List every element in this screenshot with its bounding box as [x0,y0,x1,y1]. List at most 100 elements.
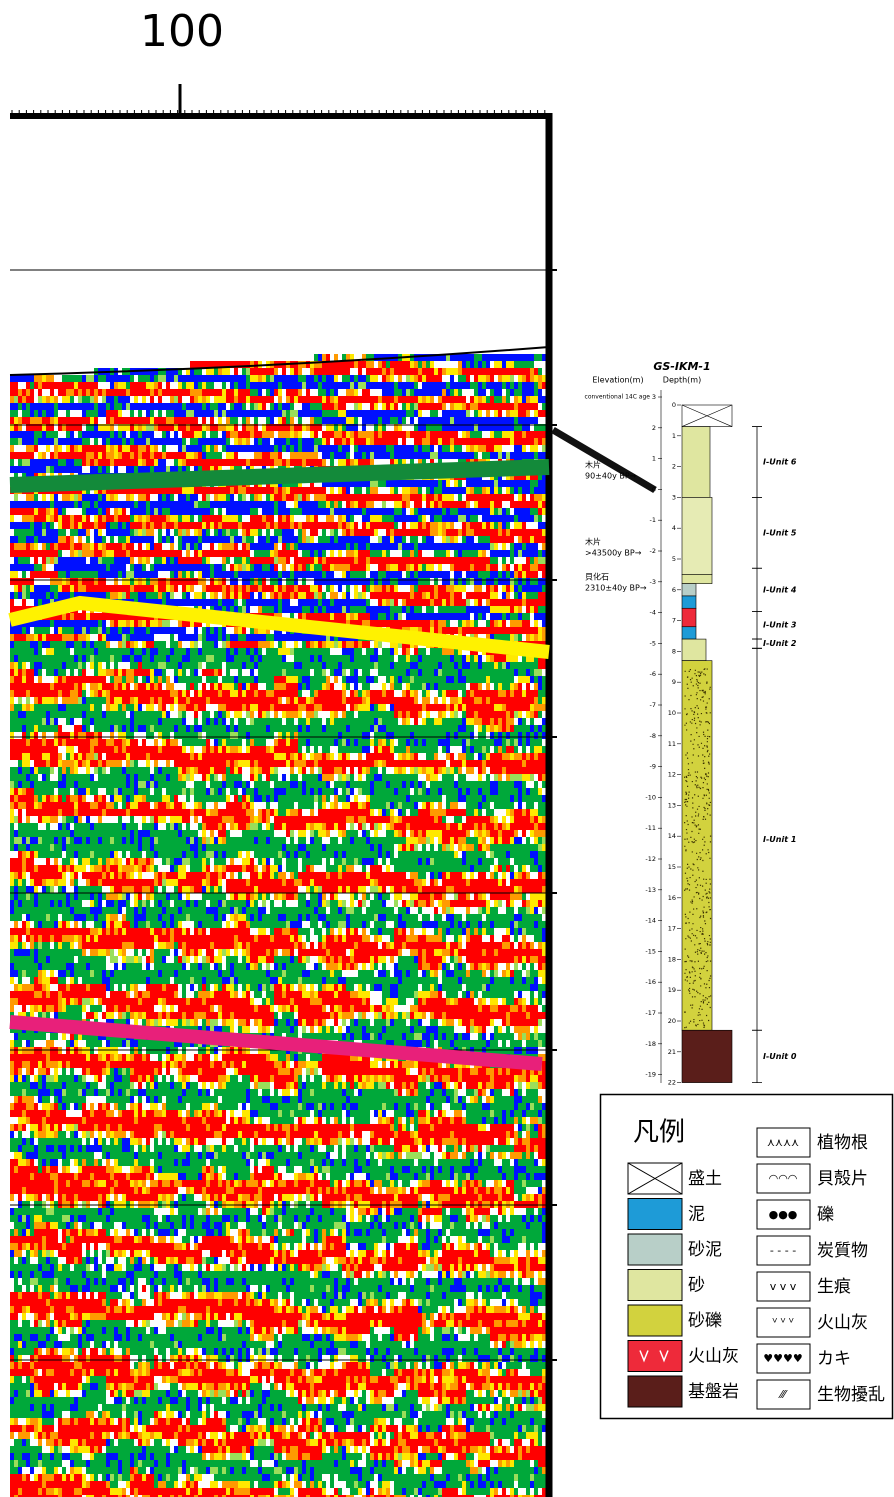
legend-label: 盛土 [688,1169,722,1189]
legend-label: 礫 [817,1205,834,1225]
elevation-tick-label: 3 [652,393,656,401]
depth-tick-label: 7 [672,617,676,625]
swatch-symbol: ⋏⋏⋏⋏ [767,1136,799,1149]
elevation-header: Elevation(m) [592,376,643,385]
legend-swatch [628,1199,682,1230]
unit-label: I-Unit 1 [763,835,796,844]
legend-label: 砂 [688,1276,705,1296]
depth-tick-label: 0 [672,401,676,409]
depth-tick-label: 8 [672,647,676,655]
log-layer [682,584,696,596]
elevation-tick-label: -19 [645,1071,656,1079]
unit-label: I-Unit 0 [763,1052,797,1061]
elevation-tick-label: -13 [645,886,656,894]
log-layer [682,608,696,626]
depth-tick-label: 14 [668,832,676,840]
legend-swatch [628,1305,682,1336]
depth-tick-label: 6 [672,586,676,594]
unit-label: I-Unit 6 [763,457,797,466]
swatch-symbol: v v v [770,1280,797,1293]
legend-title: 凡例 [633,1118,685,1148]
depth-header: Depth(m) [663,376,701,385]
depth-tick-label: 17 [668,925,676,933]
figure: 100 GS-IKM-1 Elevation(m) Depth(m) conve… [0,0,894,1497]
legend-label: 砂泥 [688,1240,722,1260]
swatch-symbol: ♥♥♥♥ [763,1352,802,1365]
legend-label: カキ [817,1349,851,1369]
date-age: 2310±40y BP→ [585,584,647,593]
depth-tick-label: 15 [668,863,676,871]
depth-tick-label: 12 [668,771,676,779]
depth-tick-label: 4 [672,524,676,532]
depth-tick-label: 16 [668,894,676,902]
unit-label: I-Unit 2 [763,639,797,648]
depth-tick-label: 9 [672,678,676,686]
legend-swatch [628,1341,682,1372]
depth-tick-label: 10 [668,709,676,717]
elevation-tick-label: -15 [645,947,656,955]
depth-tick-label: 3 [672,493,676,501]
unit-bracket [752,639,762,648]
correlation-line [553,430,655,490]
legend-label: 生物擾乱 [817,1385,885,1405]
legend-swatch [628,1270,682,1301]
date-material: 木片 [585,460,601,470]
depth-tick-label: 20 [668,1017,676,1025]
legend-swatch [628,1234,682,1265]
log-layer [682,497,712,574]
elevation-tick-label: -17 [645,1009,656,1017]
swatch-symbol: ◠◠◠ [769,1172,798,1185]
unit-label: I-Unit 3 [763,621,797,630]
depth-tick-label: 11 [668,740,676,748]
unit-label: I-Unit 5 [763,528,797,537]
depth-tick-label: 18 [668,955,676,963]
legend-label: 生痕 [817,1277,851,1297]
log-layer [682,596,696,608]
log-layer [682,639,706,661]
elevation-tick-label: -14 [645,917,656,925]
radar-profile [10,347,549,1497]
elevation-tick-label: -18 [645,1040,656,1048]
log-title: GS-IKM-1 [653,360,710,373]
depth-tick-label: 22 [668,1079,676,1087]
depth-tick-label: 2 [672,463,676,471]
legend-label: 火山灰 [817,1313,868,1333]
elevation-tick-label: -3 [650,578,656,586]
legend-label: 砂礫 [688,1311,722,1331]
depth-tick-label: 13 [668,801,676,809]
date-material: 木片 [585,537,601,547]
legend-label: 炭質物 [817,1241,868,1261]
legend-label: 火山灰 [688,1347,739,1367]
unit-bracket [752,497,762,568]
date-age: >43500y BP→ [585,549,642,558]
log-layer [682,427,710,498]
unit-bracket [752,568,762,611]
unit-label: I-Unit 4 [763,585,797,594]
elevation-tick-label: -7 [650,701,656,709]
elevation-tick-label: -9 [650,763,656,771]
elevation-tick-label: -16 [645,978,656,986]
depth-tick-label: 19 [668,986,676,994]
elevation-tick-label: -1 [650,516,656,524]
unit-bracket [752,648,762,1030]
legend-swatch [628,1376,682,1407]
elevation-tick-label: -5 [650,639,656,647]
elevation-tick-label: 0 [652,485,656,493]
elevation-tick-label: -2 [650,547,656,555]
elevation-tick-label: -4 [650,609,656,617]
log-layer [682,627,696,639]
legend-label: 泥 [688,1205,705,1225]
legend-label: 貝殻片 [817,1169,868,1189]
legend-label: 基盤岩 [688,1382,739,1402]
date-material: 貝化石 [585,572,609,582]
log-layer [682,574,712,583]
depth-tick-label: 21 [668,1048,676,1056]
legend-label: 植物根 [817,1133,868,1153]
swatch-symbol: ⱽ ⱽ ⱽ [772,1316,793,1329]
elevation-tick-label: -12 [645,855,656,863]
elevation-tick-label: -8 [650,732,656,740]
unit-bracket [752,427,762,498]
unit-bracket [752,1030,762,1082]
depth-tick-label: 1 [672,432,676,440]
log-layer [682,661,712,1031]
